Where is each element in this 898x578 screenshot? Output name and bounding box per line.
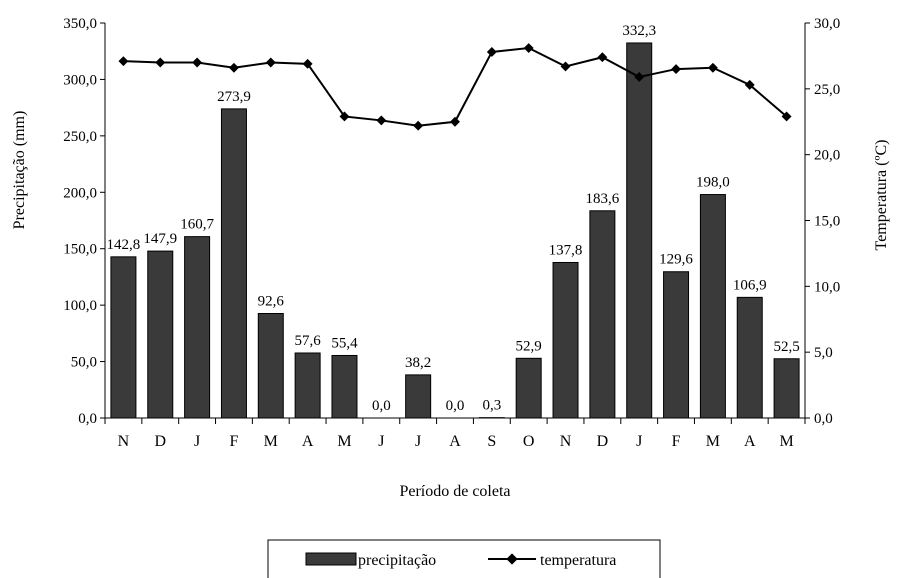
temperature-point	[265, 57, 276, 68]
y-tick-label: 50,0	[71, 355, 97, 371]
bar-data-label: 106,9	[733, 277, 767, 293]
x-tick-label: D	[597, 433, 609, 450]
bar-data-label: 273,9	[217, 89, 251, 105]
bar	[331, 354, 358, 419]
bar	[626, 42, 653, 419]
bar-data-label: 52,5	[773, 339, 799, 355]
bar	[220, 108, 247, 419]
bar	[663, 271, 690, 419]
bar-data-label: 52,9	[516, 338, 542, 354]
y2-tick-label: 10,0	[814, 279, 840, 295]
temperature-point	[671, 64, 682, 75]
y-tick-label: 0,0	[78, 411, 97, 427]
x-tick-label: N	[118, 433, 130, 450]
bar-data-label: 160,7	[180, 217, 214, 233]
x-tick-label: S	[487, 433, 496, 450]
x-tick-label: J	[378, 433, 384, 450]
y2-tick-label: 15,0	[814, 214, 840, 230]
legend: precipitação temperatura	[267, 539, 661, 578]
bar	[405, 374, 432, 419]
bar	[515, 357, 542, 419]
x-tick-label: M	[779, 433, 793, 450]
bar-data-label: 332,3	[622, 23, 656, 39]
bar	[552, 261, 579, 419]
bar-data-label: 137,8	[549, 242, 583, 258]
temperature-point	[118, 56, 129, 67]
bar-data-label: 55,4	[331, 335, 358, 351]
y-tick-label: 100,0	[63, 298, 97, 314]
bar-data-label: 0,0	[446, 398, 465, 414]
legend-bar-swatch	[305, 552, 357, 566]
y2-tick-label: 5,0	[814, 345, 833, 361]
x-tick-label: M	[337, 433, 351, 450]
y-tick-label: 150,0	[63, 242, 97, 258]
x-tick-label: A	[449, 433, 461, 450]
bar-data-label: 0,0	[372, 398, 391, 414]
temperature-point	[597, 52, 608, 63]
x-tick-label: N	[560, 433, 572, 450]
bar	[184, 236, 211, 419]
bar-data-label: 147,9	[143, 231, 177, 247]
bar	[294, 352, 321, 419]
x-tick-label: O	[523, 433, 535, 450]
x-tick-label: F	[229, 433, 238, 450]
x-tick-label: F	[672, 433, 681, 450]
temperature-point	[486, 47, 497, 57]
bar-data-label: 198,0	[696, 175, 730, 191]
bar-data-label: 142,8	[107, 237, 141, 253]
temperature-point	[744, 79, 755, 90]
temperature-point	[413, 120, 424, 131]
bar	[773, 358, 800, 419]
bar-data-label: 0,3	[482, 398, 501, 414]
legend-bar-label: precipitação	[358, 552, 436, 569]
temperature-point	[781, 111, 792, 122]
y2-tick-label: 20,0	[814, 148, 840, 164]
legend-line-marker	[506, 553, 518, 565]
x-tick-label: D	[154, 433, 166, 450]
bar	[736, 296, 763, 419]
y-tick-label: 300,0	[63, 72, 97, 88]
temperature-point	[634, 72, 645, 82]
x-tick-label: A	[302, 433, 314, 450]
y-tick-label: 350,0	[63, 16, 97, 32]
bar	[699, 194, 726, 419]
x-tick-label: J	[636, 433, 642, 450]
legend-line-label: temperatura	[540, 552, 616, 569]
x-tick-label: J	[415, 433, 421, 450]
x-tick-label: M	[264, 433, 278, 450]
plot-area: 0,0 50,0 100,0 150,0 200,0 250,0 300,0 350,0 0,0…	[63, 16, 840, 450]
y-tick-label: 250,0	[63, 129, 97, 145]
bar-data-label: 92,6	[258, 293, 285, 309]
y-axis-title: Precipitação (mm)	[11, 111, 28, 230]
bar-data-label: 38,2	[405, 355, 431, 371]
y2-tick-label: 0,0	[814, 411, 833, 427]
bar-data-label: 57,6	[295, 333, 322, 349]
y2-tick-label: 30,0	[814, 16, 840, 32]
bar-data-label: 183,6	[585, 191, 619, 207]
bar	[110, 256, 137, 419]
bar-data-label: 129,6	[659, 252, 693, 268]
temperature-point	[376, 115, 387, 126]
temperature-point	[450, 116, 460, 127]
x-axis-title: Período de coleta	[399, 483, 510, 500]
temperature-point	[560, 61, 571, 72]
y-tick-label: 200,0	[63, 185, 97, 201]
temperature-point	[707, 62, 718, 73]
temperature-point	[228, 62, 239, 73]
bar	[589, 210, 616, 419]
bar	[257, 312, 284, 419]
temperature-point	[192, 57, 203, 68]
x-tick-label: A	[744, 433, 756, 450]
bar	[147, 250, 174, 419]
x-tick-label: J	[194, 433, 200, 450]
y2-axis-title: Temperatura (ºC)	[873, 140, 890, 251]
x-tick-label: M	[706, 433, 720, 450]
y2-tick-label: 25,0	[814, 82, 840, 98]
temperature-point	[155, 57, 166, 68]
temperature-point	[523, 43, 534, 53]
